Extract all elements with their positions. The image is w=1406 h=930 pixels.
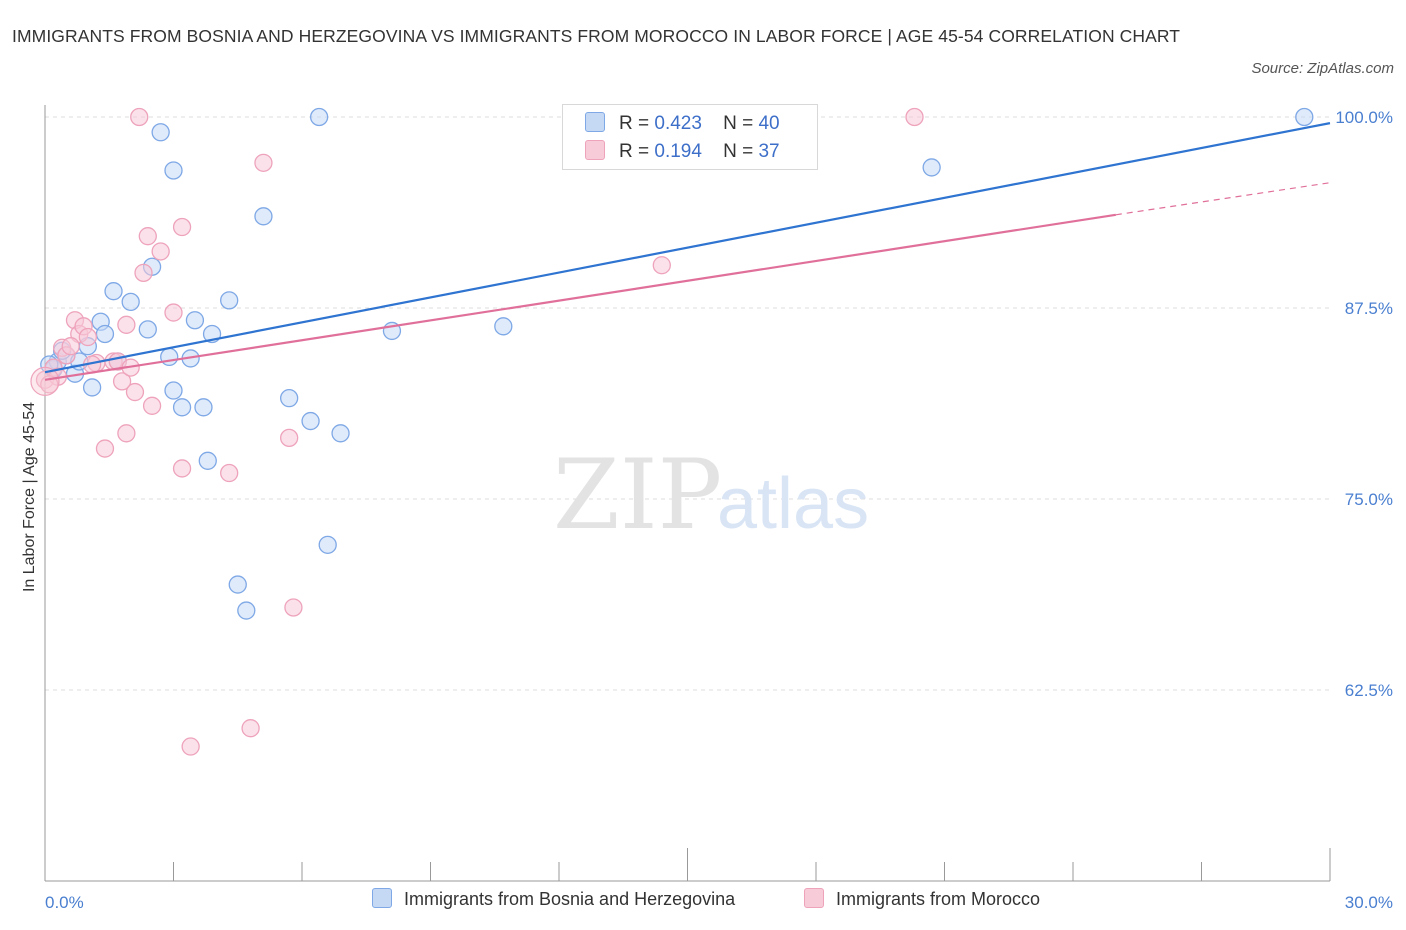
point-bosnia	[254, 207, 273, 226]
point-morocco	[112, 372, 132, 391]
point-morocco	[279, 428, 299, 448]
point-bosnia	[95, 324, 115, 344]
legend-swatch-bosnia	[585, 112, 605, 132]
point-bosnia	[172, 398, 192, 417]
legend-r-label: R =	[619, 141, 650, 162]
point-morocco	[78, 327, 97, 347]
trend-line-morocco	[44, 213, 1117, 381]
trend-layer	[44, 122, 1331, 381]
chart-source: Source: ZipAtlas.com	[1251, 60, 1394, 77]
series-name-bosnia: Immigrants from Bosnia and Herzegovina	[404, 889, 736, 909]
point-bosnia	[922, 158, 941, 177]
trend-line-morocco-extension	[1115, 182, 1331, 216]
point-bosnia	[138, 320, 157, 339]
point-morocco	[138, 227, 157, 246]
point-morocco	[181, 737, 200, 756]
point-bosnia	[237, 601, 256, 620]
correlation-legend: R = 0.423 N = 40 R = 0.194 N = 37	[562, 104, 818, 170]
point-bosnia	[185, 311, 205, 330]
point-morocco	[142, 396, 162, 415]
trend-line-bosnia	[44, 122, 1331, 374]
point-bosnia	[494, 317, 513, 336]
legend-r-label: R =	[619, 113, 650, 134]
point-morocco	[905, 107, 924, 127]
point-bosnia	[220, 291, 239, 310]
point-bosnia	[82, 378, 102, 397]
point-morocco	[241, 719, 260, 738]
y-tick-label: 87.5%	[1345, 299, 1393, 318]
series-legend-bosnia: Immigrants from Bosnia and Herzegovina	[372, 888, 735, 910]
points-layer	[30, 107, 1314, 756]
series-legend-morocco: Immigrants from Morocco	[804, 888, 1040, 910]
watermark-atlas: atlas	[717, 464, 869, 544]
series-swatch-bosnia	[372, 888, 392, 908]
series-name-morocco: Immigrants from Morocco	[836, 889, 1041, 909]
point-morocco	[254, 153, 273, 172]
point-bosnia	[1295, 107, 1314, 127]
legend-r-value-bosnia: 0.423	[654, 113, 702, 134]
axes-layer	[44, 105, 1331, 882]
point-morocco	[125, 382, 145, 402]
watermark-zip: ZIP	[553, 439, 722, 551]
point-bosnia	[164, 161, 183, 180]
y-tick-label: 100.0%	[1335, 108, 1393, 127]
point-morocco	[130, 107, 149, 127]
point-morocco	[652, 256, 671, 275]
legend-swatch-morocco	[585, 140, 605, 160]
legend-row-bosnia: R = 0.423 N = 40	[585, 111, 780, 137]
point-morocco	[40, 375, 59, 394]
point-bosnia	[279, 389, 299, 408]
point-morocco	[117, 424, 136, 443]
chart-title: IMMIGRANTS FROM BOSNIA AND HERZEGOVINA V…	[12, 26, 1181, 46]
legend-n-value-bosnia: 40	[758, 113, 780, 134]
legend-n-value-morocco: 37	[758, 141, 780, 162]
point-bosnia	[198, 451, 217, 470]
point-bosnia	[194, 398, 213, 417]
point-cluster-origin	[30, 366, 60, 396]
x-tick-label-start: 0.0%	[45, 893, 84, 912]
point-bosnia	[318, 535, 337, 554]
point-bosnia	[301, 411, 320, 431]
point-bosnia	[121, 292, 140, 312]
point-bosnia	[228, 575, 247, 594]
point-bosnia	[104, 282, 123, 301]
y-tick-label: 75.0%	[1345, 490, 1393, 509]
point-morocco	[61, 337, 80, 356]
point-morocco	[151, 242, 170, 261]
point-morocco	[172, 459, 192, 478]
legend-r-value-morocco: 0.194	[654, 141, 702, 162]
legend-n-label: N =	[723, 141, 754, 162]
grid-layer	[45, 116, 1330, 691]
point-bosnia	[160, 347, 179, 367]
point-bosnia	[331, 424, 350, 443]
x-tick-label-end: 30.0%	[1345, 893, 1393, 912]
point-bosnia	[151, 123, 170, 142]
watermark: ZIP atlas	[553, 439, 869, 551]
point-morocco	[134, 263, 153, 283]
series-swatch-morocco	[804, 888, 824, 908]
legend-n-label: N =	[723, 113, 754, 134]
labels-layer: 62.5% 75.0% 87.5% 100.0% 0.0% 30.0%	[45, 108, 1393, 912]
point-morocco	[220, 463, 239, 483]
y-axis-title: In Labor Force | Age 45-54	[21, 402, 38, 592]
point-morocco	[117, 315, 136, 334]
point-morocco	[172, 217, 192, 237]
point-morocco	[95, 439, 115, 458]
point-morocco	[164, 303, 183, 322]
point-bosnia	[164, 381, 183, 400]
point-bosnia	[309, 107, 329, 127]
y-tick-label: 62.5%	[1345, 681, 1393, 700]
point-morocco	[284, 598, 303, 617]
legend-row-morocco: R = 0.194 N = 37	[585, 139, 780, 165]
